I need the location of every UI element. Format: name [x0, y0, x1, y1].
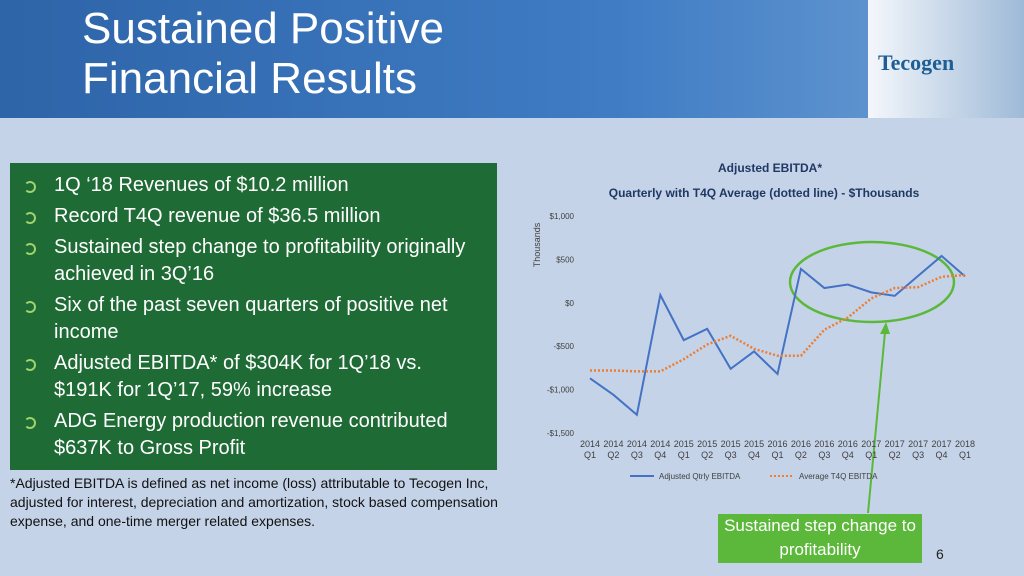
y-tick-label: -$1,500 [547, 429, 575, 438]
y-tick-label: -$500 [554, 342, 575, 351]
bullet: ADG Energy production revenue contribute… [20, 408, 480, 462]
page-number: 6 [936, 546, 944, 562]
x-tick-label: 2017 Q2 [884, 439, 905, 460]
x-tick-label: 2014 Q4 [650, 439, 671, 460]
y-tick-label: $0 [565, 299, 574, 308]
bullet-list: 1Q ‘18 Revenues of $10.2 million Record T… [20, 172, 480, 466]
arrow-line [867, 331, 886, 514]
x-tick-label: 2015 Q3 [720, 439, 741, 460]
x-tick-label: 2016 Q2 [790, 439, 811, 460]
logo-panel [868, 0, 1024, 118]
x-tick-label: 2016 Q3 [814, 439, 835, 460]
x-tick-label: 2017 Q3 [908, 439, 929, 460]
legend-label: Adjusted Qtrly EBITDA [659, 472, 741, 481]
bullet: Adjusted EBITDA* of $304K for 1Q’18 vs. … [20, 350, 480, 404]
x-tick-label: 2017 Q1 [861, 439, 882, 460]
highlight-ellipse [788, 240, 956, 324]
y-tick-label: -$1,000 [547, 386, 575, 395]
x-tick-label: 2016 Q4 [837, 439, 858, 460]
y-tick-label: $1,000 [550, 212, 575, 221]
chart-title: Adjusted EBITDA* [718, 161, 822, 175]
x-tick-label: 2016 Q1 [767, 439, 788, 460]
series-line [590, 273, 966, 373]
x-tick-label: 2014 Q3 [626, 439, 647, 460]
y-tick-label: $500 [556, 255, 574, 264]
x-tick-label: 2017 Q4 [931, 439, 952, 460]
x-tick-label: 2018 Q1 [954, 439, 976, 460]
bullet: Six of the past seven quarters of positi… [20, 292, 480, 346]
x-tick-label: 2015 Q2 [697, 439, 718, 460]
bullet-box [10, 163, 497, 470]
header [0, 0, 1024, 118]
logo: Tecogen [878, 50, 955, 75]
y-axis-label: Thousands [532, 222, 542, 267]
x-tick-label: 2014 Q1 [579, 439, 601, 460]
bullet: Sustained step change to profitability o… [20, 234, 480, 288]
footnote: *Adjusted EBITDA is defined as net incom… [10, 475, 498, 529]
arrow-head [880, 322, 890, 334]
series-line [589, 254, 966, 417]
bullet: Record T4Q revenue of $36.5 million [20, 203, 480, 230]
legend-label: Average T4Q EBITDA [799, 472, 878, 481]
x-tick-label: 2015 Q4 [744, 439, 765, 460]
chart-subtitle: Quarterly with T4Q Average (dotted line)… [609, 186, 920, 200]
bullet: 1Q ‘18 Revenues of $10.2 million [20, 172, 480, 199]
callout: Sustained step change to profitability [718, 514, 922, 563]
x-tick-label: 2015 Q1 [673, 439, 694, 460]
slide-title: Sustained Positive Financial Results [82, 4, 444, 103]
x-tick-label: 2014 Q2 [603, 439, 624, 460]
